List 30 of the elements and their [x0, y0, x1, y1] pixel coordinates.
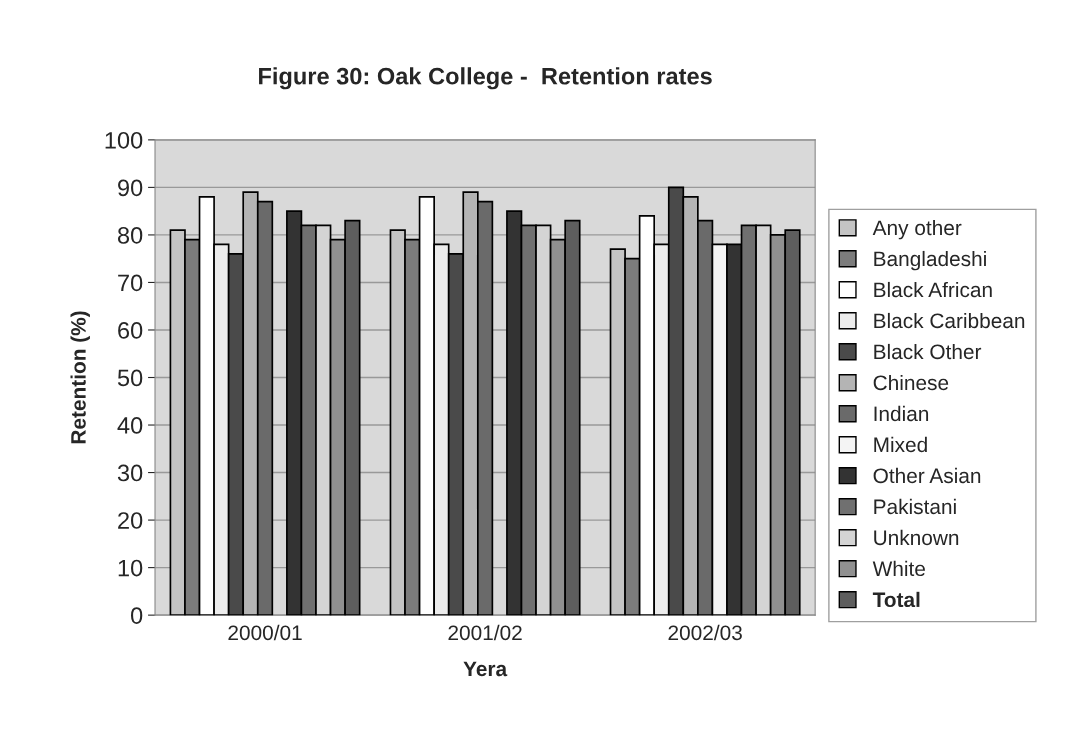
y-tick-label: 90 — [118, 179, 143, 197]
legend-label: Black African — [874, 281, 992, 298]
legend-label: White — [872, 560, 925, 577]
y-axis-title: Retention (%) — [70, 311, 90, 444]
legend-label: Black Caribbean — [874, 312, 1025, 329]
y-tick-label: 0 — [131, 607, 143, 624]
legend-label: Mixed — [874, 436, 927, 453]
x-tick-label: 2001/02 — [448, 624, 522, 641]
legend-label: Unknown — [874, 529, 959, 546]
y-tick-label: 80 — [117, 226, 143, 244]
chart-title: Figure 30: Oak College - Retention rates — [259, 67, 712, 90]
legend-label: Bangladeshi — [874, 250, 986, 271]
y-tick-label: 60 — [118, 322, 143, 339]
y-tick-label: 70 — [118, 274, 143, 292]
x-tick-label: 2000/01 — [228, 624, 302, 641]
legend-label: Chinese — [873, 374, 949, 391]
legend-label: Pakistani — [874, 498, 956, 515]
x-tick-label: 2002/03 — [668, 624, 742, 641]
y-tick-label: 10 — [118, 559, 143, 577]
legend-label: Indian — [874, 405, 929, 422]
y-tick-label: 50 — [117, 369, 143, 387]
y-tick-label: 100 — [105, 131, 143, 149]
legend-label: Any other — [872, 219, 962, 240]
legend-label: Black Other — [874, 343, 982, 360]
y-tick-label: 20 — [118, 512, 143, 529]
x-axis-title: Yera — [463, 661, 508, 677]
legend-label: Other Asian — [873, 467, 981, 484]
y-tick-label: 30 — [117, 464, 143, 482]
y-tick-label: 40 — [117, 417, 143, 434]
legend-label: Total — [872, 591, 920, 608]
